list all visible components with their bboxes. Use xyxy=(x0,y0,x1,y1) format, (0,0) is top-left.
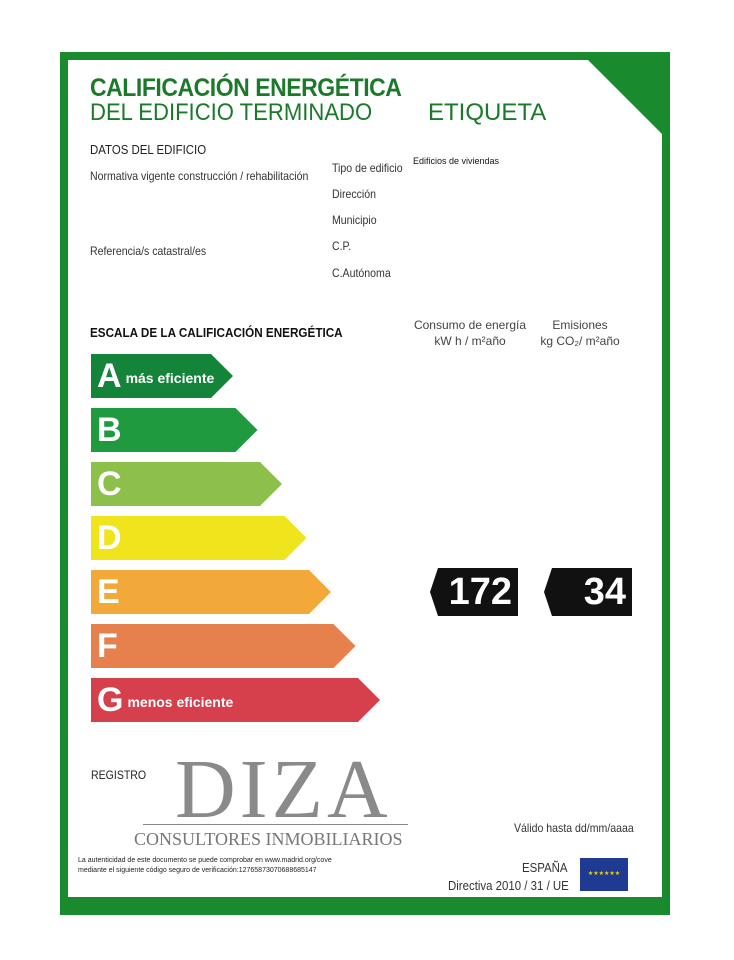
valid-until: Válido hasta dd/mm/aaaa xyxy=(514,821,634,835)
consumption-label: Consumo de energía xyxy=(413,318,527,332)
label-type: ETIQUETA xyxy=(428,99,547,126)
municipio-label: Municipio xyxy=(332,213,377,227)
rating-letter: G xyxy=(97,681,124,719)
rating-letter: B xyxy=(97,411,122,449)
rating-note: más eficiente xyxy=(125,370,215,387)
scale-title: ESCALA DE LA CALIFICACIÓN ENERGÉTICA xyxy=(90,325,343,340)
directive: Directiva 2010 / 31 / UE xyxy=(448,878,569,893)
emissions-label: Emisiones xyxy=(552,318,608,332)
title-line1: CALIFICACIÓN ENERGÉTICA xyxy=(90,74,402,102)
emissions-header: Emisiones kg CO₂/ m²año xyxy=(530,317,630,349)
consumption-header: Consumo de energía kW h / m²año xyxy=(410,317,530,349)
registro-label: REGISTRO xyxy=(91,768,147,782)
rating-bar-d: D xyxy=(91,516,307,560)
rating-letter: D xyxy=(97,519,122,557)
eu-flag-icon: ★★★★★★ xyxy=(580,858,628,891)
referencia-label: Referencia/s catastral/es xyxy=(90,244,207,258)
country: ESPAÑA xyxy=(522,860,568,875)
title-line2: DEL EDIFICIO TERMINADO xyxy=(90,99,373,126)
auth-line1: La autenticidad de este documento se pue… xyxy=(78,857,332,864)
authenticity-note: La autenticidad de este documento se pue… xyxy=(78,856,332,876)
logo-divider xyxy=(143,824,408,825)
rating-bar-c: C xyxy=(91,462,282,506)
logo-subtitle: CONSULTORES INMOBILIARIOS xyxy=(134,829,403,849)
section-title: DATOS DEL EDIFICIO xyxy=(90,142,207,157)
rating-bar-b: B xyxy=(91,408,258,452)
rating-letter: E xyxy=(97,573,120,611)
consumption-unit: kW h / m²año xyxy=(434,334,506,348)
auth-line2: mediante el siguiente código seguro de v… xyxy=(78,867,317,874)
consumption-indicator: 172 xyxy=(430,568,518,616)
emissions-unit: kg CO₂/ m²año xyxy=(540,334,620,348)
direccion-label: Dirección xyxy=(332,187,377,201)
rating-bar-e: E xyxy=(91,570,331,614)
rating-letter: A xyxy=(97,357,122,395)
rating-letter: F xyxy=(97,627,118,665)
diza-logo: DIZA xyxy=(175,743,392,836)
emissions-indicator: 34 xyxy=(544,568,632,616)
rating-bar-f: F xyxy=(91,624,356,668)
normativa-label: Normativa vigente construcción / rehabil… xyxy=(90,169,309,183)
autonoma-label: C.Autónoma xyxy=(332,266,391,280)
tipo-label: Tipo de edificio xyxy=(332,161,403,175)
cp-label: C.P. xyxy=(332,239,352,253)
rating-letter: C xyxy=(97,465,122,503)
tipo-value: Edificios de viviendas xyxy=(413,156,500,166)
rating-note: menos eficiente xyxy=(127,694,234,711)
